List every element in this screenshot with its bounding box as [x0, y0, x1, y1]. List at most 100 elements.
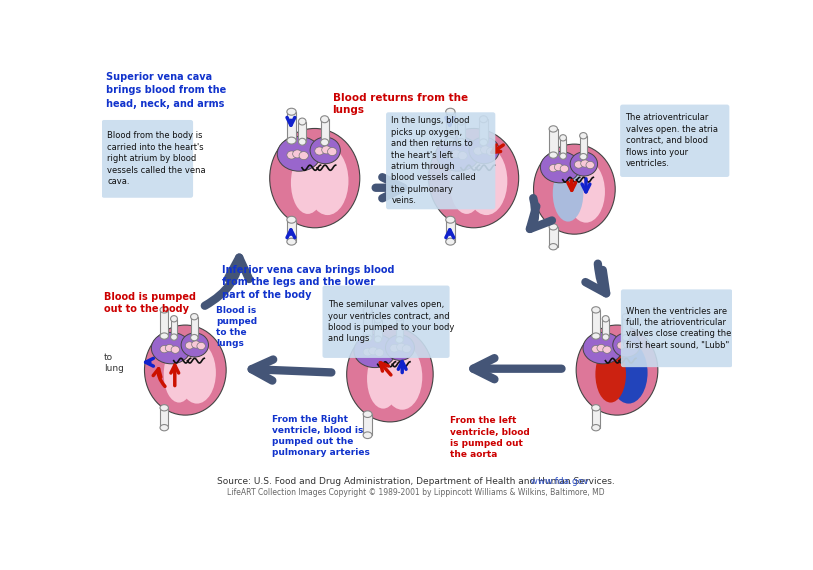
Ellipse shape — [446, 238, 455, 245]
Ellipse shape — [395, 336, 403, 343]
Ellipse shape — [287, 108, 296, 115]
Ellipse shape — [185, 342, 193, 349]
Ellipse shape — [145, 325, 226, 415]
FancyBboxPatch shape — [102, 120, 193, 198]
Ellipse shape — [375, 349, 384, 356]
Ellipse shape — [602, 334, 609, 340]
Ellipse shape — [298, 139, 306, 145]
FancyBboxPatch shape — [620, 104, 729, 177]
Text: In the lungs, blood
picks up oxygen,
and then returns to
the heart's left
atrium: In the lungs, blood picks up oxygen, and… — [392, 116, 476, 205]
Bar — [363, 311, 372, 338]
Bar — [622, 317, 629, 337]
Ellipse shape — [160, 333, 168, 339]
Bar — [446, 219, 455, 242]
Bar — [480, 119, 488, 142]
Ellipse shape — [474, 147, 483, 155]
Ellipse shape — [586, 161, 594, 169]
Ellipse shape — [287, 151, 296, 159]
Ellipse shape — [592, 425, 600, 431]
Ellipse shape — [559, 153, 567, 159]
Ellipse shape — [363, 411, 372, 417]
Ellipse shape — [354, 335, 396, 368]
Bar — [374, 320, 381, 339]
Bar — [580, 136, 587, 157]
Bar — [190, 317, 198, 337]
Ellipse shape — [293, 150, 302, 158]
Bar — [602, 319, 609, 337]
FancyBboxPatch shape — [621, 290, 733, 367]
Ellipse shape — [287, 238, 296, 245]
Text: to
lung: to lung — [104, 353, 124, 373]
Ellipse shape — [270, 128, 360, 228]
Bar — [592, 408, 600, 428]
Bar — [446, 112, 455, 141]
Ellipse shape — [192, 341, 200, 348]
Ellipse shape — [363, 307, 372, 314]
Ellipse shape — [451, 150, 461, 158]
Ellipse shape — [346, 327, 433, 422]
Bar — [549, 129, 558, 155]
Ellipse shape — [576, 325, 658, 415]
Ellipse shape — [390, 344, 399, 352]
Text: Blood returns from the
lungs: Blood returns from the lungs — [333, 93, 467, 116]
Ellipse shape — [190, 314, 198, 320]
Ellipse shape — [446, 137, 455, 144]
Ellipse shape — [580, 160, 589, 167]
Bar — [171, 319, 177, 337]
Ellipse shape — [160, 425, 168, 431]
Ellipse shape — [549, 165, 558, 172]
Ellipse shape — [374, 336, 381, 343]
Ellipse shape — [583, 332, 623, 364]
Ellipse shape — [541, 152, 580, 183]
Bar — [559, 138, 567, 156]
Ellipse shape — [580, 153, 587, 160]
Ellipse shape — [549, 243, 558, 250]
FancyBboxPatch shape — [323, 286, 450, 358]
Ellipse shape — [480, 146, 490, 154]
Text: From the Right
ventricle, blood is
pumped out the
pulmonary arteries: From the Right ventricle, blood is pumpe… — [272, 415, 370, 457]
Ellipse shape — [322, 146, 331, 154]
Ellipse shape — [567, 161, 605, 223]
Ellipse shape — [436, 137, 480, 171]
Ellipse shape — [574, 161, 583, 168]
Ellipse shape — [163, 346, 194, 402]
Text: When the ventricles are
full, the atrioventricular
valves close creating the
fir: When the ventricles are full, the atriov… — [626, 307, 732, 350]
Ellipse shape — [363, 432, 372, 438]
Ellipse shape — [160, 307, 168, 313]
Ellipse shape — [197, 343, 206, 349]
Ellipse shape — [597, 344, 606, 352]
Ellipse shape — [559, 135, 567, 141]
Bar — [298, 121, 306, 142]
Ellipse shape — [428, 128, 519, 228]
Text: Blood from the body is
carried into the heart's
right atrium by blood
vessels ca: Blood from the body is carried into the … — [107, 132, 206, 186]
Bar — [160, 408, 168, 428]
Text: The atrioventricular
valves open. the atria
contract, and blood
flows into your
: The atrioventricular valves open. the at… — [625, 113, 718, 168]
Bar — [287, 112, 296, 141]
Ellipse shape — [458, 139, 465, 145]
Text: Superior vena cava
brings blood from the
head, neck, and arms: Superior vena cava brings blood from the… — [106, 72, 226, 109]
Ellipse shape — [570, 152, 598, 176]
Ellipse shape — [458, 152, 467, 160]
Ellipse shape — [367, 349, 399, 409]
Ellipse shape — [617, 342, 625, 349]
Text: www.fda.gov: www.fda.gov — [243, 477, 589, 486]
Ellipse shape — [486, 148, 496, 156]
Ellipse shape — [181, 333, 208, 357]
Ellipse shape — [402, 345, 411, 353]
Ellipse shape — [549, 223, 558, 230]
Ellipse shape — [310, 137, 341, 164]
Text: Source: U.S. Food and Drug Administration, Department of Health and Human Servic: Source: U.S. Food and Drug Administratio… — [217, 477, 615, 486]
Ellipse shape — [291, 152, 324, 214]
Ellipse shape — [446, 108, 455, 115]
FancyBboxPatch shape — [386, 112, 495, 209]
Ellipse shape — [595, 346, 626, 402]
Bar — [363, 414, 372, 435]
Ellipse shape — [160, 345, 168, 353]
Ellipse shape — [446, 151, 455, 159]
Ellipse shape — [299, 152, 308, 160]
Bar — [160, 310, 168, 336]
Ellipse shape — [592, 345, 600, 353]
Ellipse shape — [622, 314, 629, 320]
Ellipse shape — [613, 333, 640, 357]
Ellipse shape — [151, 332, 191, 364]
